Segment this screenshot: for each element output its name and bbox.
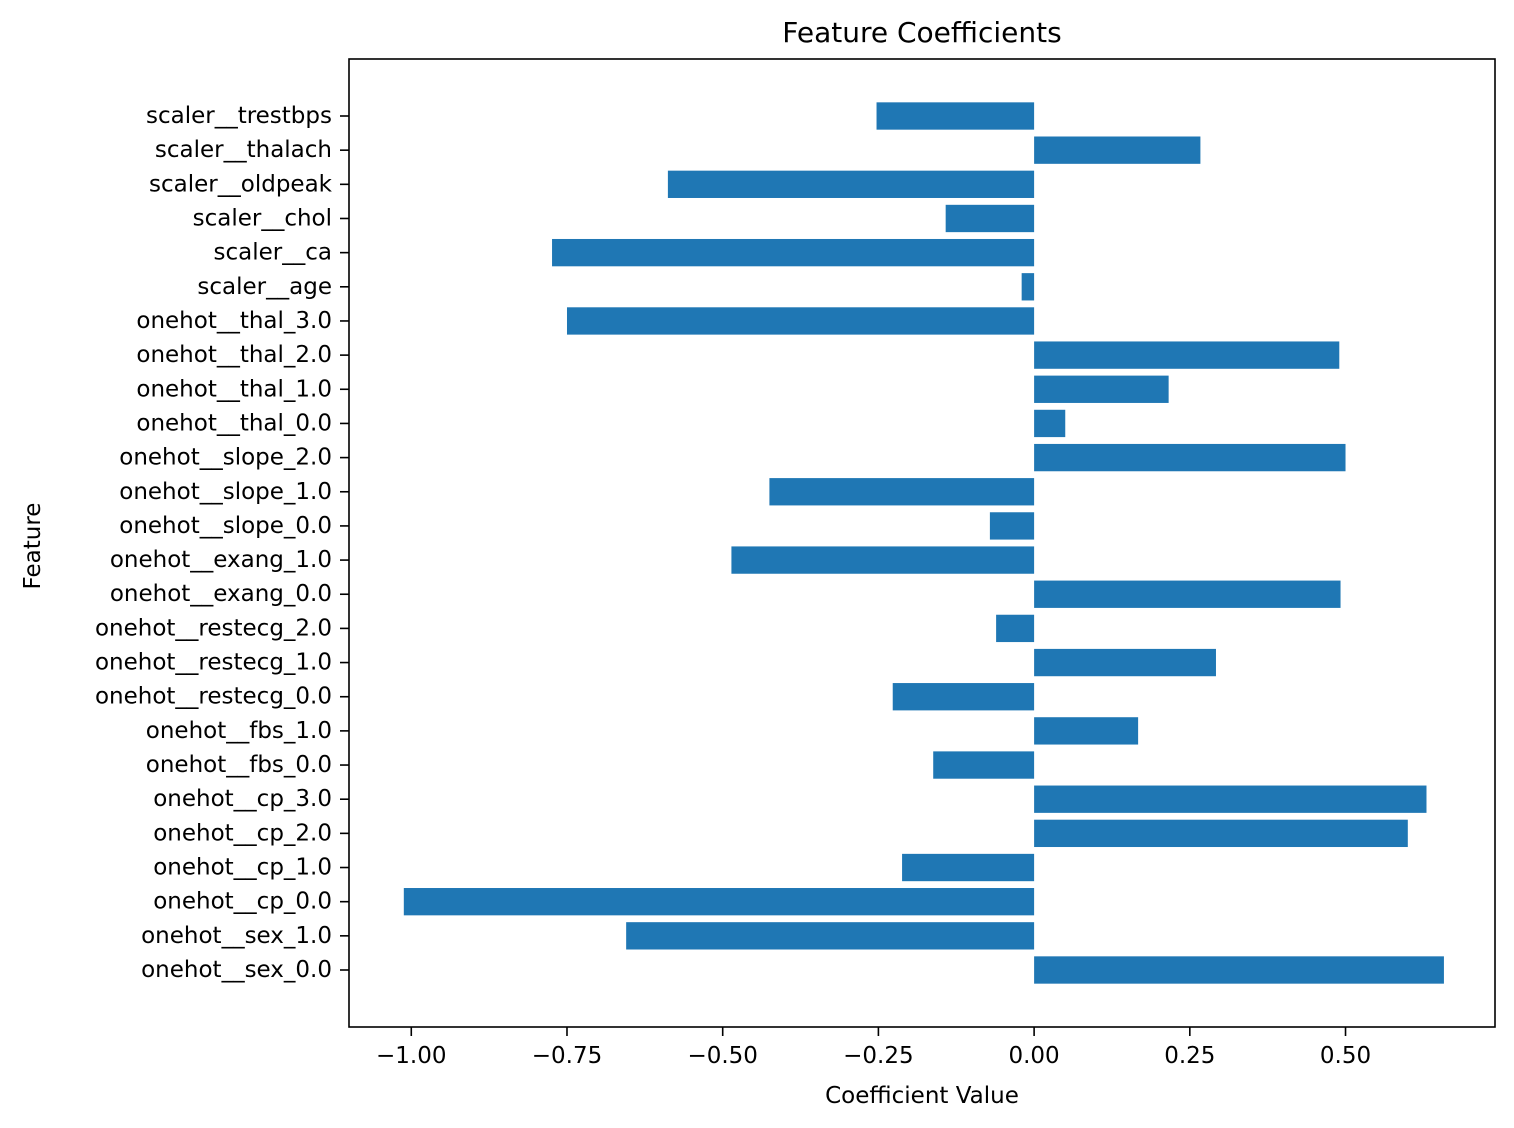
x-tick-label: 0.25 (1164, 1043, 1215, 1069)
y-tick-label: onehot__thal_1.0 (136, 376, 332, 402)
bar-onehot-exang-1-0 (731, 546, 1035, 574)
y-tick-label: onehot__restecg_1.0 (95, 650, 332, 676)
plot-frame (348, 58, 1496, 1028)
y-tick-label: onehot__fbs_1.0 (146, 718, 332, 744)
y-tick-label: onehot__exang_1.0 (110, 547, 332, 573)
bar-onehot-slope-0-0 (989, 512, 1035, 540)
y-tick-label: scaler__chol (193, 205, 332, 231)
y-tick-label: scaler__age (197, 274, 332, 300)
bar-onehot-slope-1-0 (769, 478, 1035, 506)
bar-onehot-restecg-2-0 (996, 614, 1035, 643)
bar-onehot-cp-1-0 (902, 853, 1035, 882)
x-tick-label: 0.00 (1008, 1043, 1059, 1069)
bar-onehot-cp-0-0 (403, 888, 1035, 916)
y-tick-label: onehot__cp_3.0 (153, 786, 332, 812)
y-tick-label: onehot__fbs_0.0 (146, 752, 332, 778)
y-tick-label: onehot__cp_1.0 (153, 855, 332, 881)
bar-onehot-thal-3-0 (566, 307, 1035, 335)
y-axis-label: Feature (20, 503, 46, 590)
bar-onehot-sex-0-0 (1034, 956, 1444, 984)
y-tick-label: onehot__slope_0.0 (119, 513, 332, 539)
y-tick-label: onehot__restecg_0.0 (95, 684, 332, 710)
bar-onehot-thal-2-0 (1034, 341, 1340, 369)
chart-title: Feature Coefficients (782, 16, 1061, 49)
y-tick-label: onehot__thal_2.0 (136, 342, 332, 368)
y-tick-label: onehot__restecg_2.0 (95, 615, 332, 641)
bar-scaler-chol (945, 204, 1035, 233)
y-tick-label: onehot__exang_0.0 (110, 581, 332, 607)
bar-onehot-slope-2-0 (1034, 443, 1346, 472)
y-tick-label: onehot__slope_1.0 (119, 479, 332, 505)
bar-onehot-sex-1-0 (626, 922, 1035, 950)
y-tick-label: onehot__cp_2.0 (153, 820, 332, 846)
bar-scaler-oldpeak (667, 170, 1035, 198)
y-tick-label: scaler__trestbps (146, 103, 332, 129)
y-axis-ticks: onehot__sex_0.0 onehot__sex_1.0 onehot__cp… (95, 103, 349, 983)
bar-onehot-thal-0-0 (1034, 409, 1066, 438)
y-tick-label: scaler__ca (214, 240, 332, 266)
y-tick-label: onehot__cp_0.0 (153, 889, 332, 915)
x-axis-label: Coefficient Value (825, 1083, 1019, 1109)
bar-scaler-thalach (1034, 136, 1201, 164)
y-tick-label: scaler__thalach (155, 137, 332, 163)
y-tick-label: scaler__oldpeak (149, 171, 333, 197)
x-tick-label: −1.00 (376, 1043, 446, 1069)
y-tick-label: onehot__thal_0.0 (136, 410, 332, 436)
bar-onehot-fbs-0-0 (933, 751, 1035, 779)
y-tick-label: onehot__sex_0.0 (141, 957, 332, 983)
bar-scaler-ca (552, 238, 1035, 267)
bar-onehot-restecg-1-0 (1034, 648, 1216, 677)
x-tick-label: −0.75 (532, 1043, 602, 1069)
bars-group (403, 102, 1444, 984)
x-axis-ticks: −1.00 −0.75 −0.50 −0.25 0.00 0.25 0.50 (376, 1027, 1371, 1069)
x-tick-label: −0.50 (687, 1043, 757, 1069)
bar-onehot-cp-2-0 (1034, 819, 1408, 848)
bar-onehot-thal-1-0 (1034, 375, 1169, 403)
bar-onehot-exang-0-0 (1034, 580, 1341, 608)
bar-onehot-restecg-0-0 (892, 683, 1035, 711)
bar-scaler-age (1021, 273, 1035, 301)
y-tick-label: onehot__thal_3.0 (136, 308, 332, 334)
x-tick-label: −0.25 (843, 1043, 913, 1069)
bar-scaler-trestbps (876, 102, 1035, 130)
bar-onehot-fbs-1-0 (1034, 717, 1139, 745)
bar-onehot-cp-3-0 (1034, 785, 1427, 813)
y-tick-label: onehot__sex_1.0 (141, 923, 332, 949)
y-tick-label: onehot__slope_2.0 (119, 445, 332, 471)
x-tick-label: 0.50 (1320, 1043, 1371, 1069)
